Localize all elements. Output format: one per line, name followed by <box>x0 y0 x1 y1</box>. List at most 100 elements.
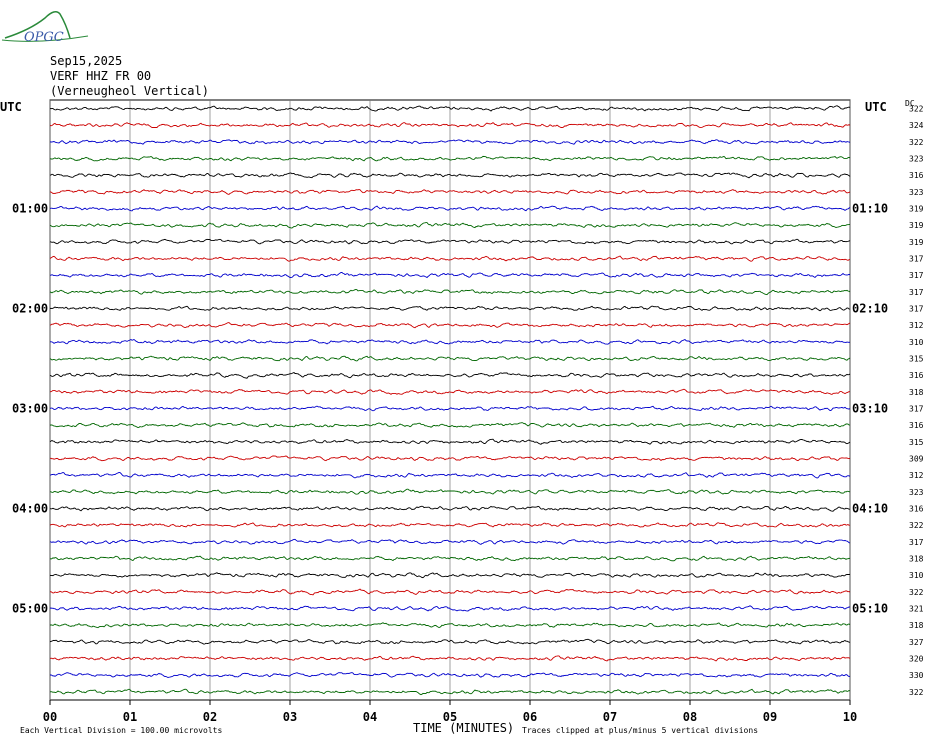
trace <box>49 255 851 262</box>
trace <box>49 638 851 645</box>
dc-offset: 316 <box>909 171 924 180</box>
trace <box>49 655 851 662</box>
trace <box>49 605 851 612</box>
trace <box>49 289 851 296</box>
trace <box>49 522 851 528</box>
right-axis-label: UTC <box>865 100 887 114</box>
dc-offset: 318 <box>909 555 924 564</box>
trace <box>49 155 851 162</box>
dc-offset: 317 <box>909 271 924 280</box>
title: Sep15,2025 <box>50 54 122 68</box>
logo-text: OPGC <box>24 30 64 45</box>
trace <box>49 505 850 512</box>
dc-label: DC <box>905 99 915 108</box>
dc-offset: 324 <box>909 121 924 130</box>
x-tick-label: 09 <box>763 710 777 724</box>
dc-offset: 312 <box>909 321 924 330</box>
dc-offset: 317 <box>909 305 924 314</box>
dc-offset: 323 <box>909 155 924 164</box>
trace <box>49 172 851 179</box>
dc-offset: 315 <box>909 438 924 447</box>
dc-offset: 319 <box>909 221 924 230</box>
dc-offset: 317 <box>909 255 924 264</box>
x-tick-label: 08 <box>683 710 697 724</box>
right-time-label: 02:10 <box>852 302 888 316</box>
dc-offset: 316 <box>909 505 924 514</box>
right-time-label: 04:10 <box>852 502 888 516</box>
trace <box>50 488 851 495</box>
x-tick-label: 10 <box>843 710 857 724</box>
trace <box>49 238 851 245</box>
dc-offset: 330 <box>909 671 924 680</box>
left-axis-label: UTC <box>0 100 22 114</box>
x-axis-label: TIME (MINUTES) <box>413 721 514 735</box>
dc-offset: 317 <box>909 405 924 414</box>
dc-offset: 310 <box>909 338 924 347</box>
dc-offset: 318 <box>909 388 924 397</box>
dc-offset: 322 <box>909 138 924 147</box>
dc-offset: 323 <box>909 488 924 497</box>
dc-offset: 322 <box>909 521 924 530</box>
title: VERF HHZ FR 00 <box>50 69 151 83</box>
x-tick-label: 04 <box>363 710 377 724</box>
trace <box>49 405 851 412</box>
dc-offset: 321 <box>909 605 924 614</box>
dc-offset: 319 <box>909 238 924 247</box>
dc-offset: 309 <box>909 455 924 464</box>
logo-mark <box>4 11 71 39</box>
trace <box>49 688 851 696</box>
left-time-label: 05:00 <box>12 602 48 616</box>
trace <box>49 422 851 428</box>
dc-offset: 316 <box>909 371 924 380</box>
dc-offset: 327 <box>909 638 924 647</box>
trace <box>49 139 851 145</box>
trace <box>49 189 851 195</box>
trace <box>49 555 851 562</box>
dc-offset: 322 <box>909 588 924 597</box>
dc-offset: 317 <box>909 538 924 547</box>
footnote: Traces clipped at plus/minus 5 vertical … <box>522 726 758 735</box>
trace <box>49 472 851 479</box>
trace <box>49 105 851 112</box>
trace <box>50 272 851 279</box>
trace <box>49 205 851 212</box>
x-tick-label: 00 <box>43 710 57 724</box>
dc-offset: 323 <box>909 188 924 197</box>
dc-offset: 322 <box>909 688 924 697</box>
title: (Verneugheol Vertical) <box>50 84 209 98</box>
x-tick-label: 03 <box>283 710 297 724</box>
left-time-label: 03:00 <box>12 402 48 416</box>
dc-offset: 310 <box>909 571 924 580</box>
x-tick-label: 02 <box>203 710 217 724</box>
trace <box>49 672 851 678</box>
trace <box>49 222 850 229</box>
trace <box>49 572 851 579</box>
dc-offset: 318 <box>909 621 924 630</box>
logo-line <box>1 35 89 42</box>
trace <box>49 455 851 462</box>
dc-offset: 322 <box>909 105 924 114</box>
trace <box>49 322 851 329</box>
footnote: Each Vertical Division = 100.00 microvol… <box>20 726 222 735</box>
dc-offset: 317 <box>909 288 924 297</box>
left-time-label: 04:00 <box>12 502 48 516</box>
trace <box>49 438 851 445</box>
trace <box>49 371 851 379</box>
left-time-label: 02:00 <box>12 302 48 316</box>
trace <box>49 305 851 312</box>
right-time-label: 03:10 <box>852 402 888 416</box>
trace <box>50 338 851 345</box>
dc-offset: 320 <box>909 655 924 664</box>
trace <box>49 622 851 629</box>
x-tick-label: 05 <box>443 710 457 724</box>
dc-offset: 319 <box>909 205 924 214</box>
right-time-label: 05:10 <box>852 602 888 616</box>
dc-offset: 312 <box>909 471 924 480</box>
right-time-label: 01:10 <box>852 202 888 216</box>
x-tick-label: 01 <box>123 710 137 724</box>
trace <box>49 122 851 128</box>
x-tick-label: 07 <box>603 710 617 724</box>
dc-offset: 315 <box>909 355 924 364</box>
